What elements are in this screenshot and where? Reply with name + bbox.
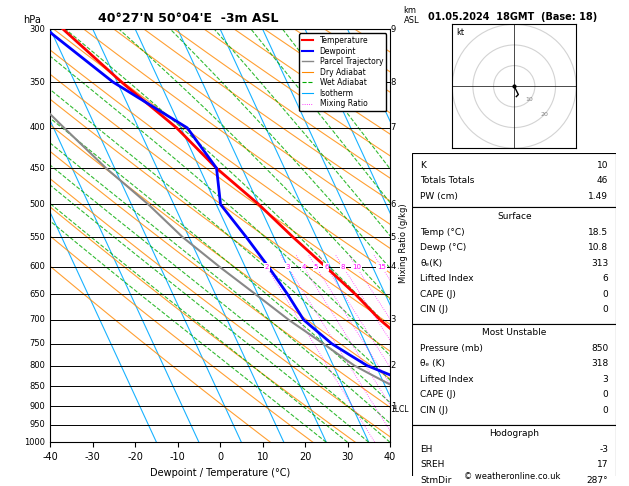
- Text: 5: 5: [391, 233, 396, 242]
- Text: 10: 10: [525, 97, 533, 102]
- Text: Dewp (°C): Dewp (°C): [420, 243, 467, 252]
- Text: 400: 400: [30, 123, 45, 132]
- Text: 600: 600: [30, 262, 45, 272]
- Bar: [412, 208, 616, 324]
- Text: 0: 0: [603, 406, 608, 415]
- Text: Lifted Index: Lifted Index: [420, 274, 474, 283]
- Text: 6: 6: [603, 274, 608, 283]
- Text: 450: 450: [30, 164, 45, 173]
- Text: hPa: hPa: [23, 15, 41, 25]
- Text: 0: 0: [603, 305, 608, 314]
- Text: 800: 800: [30, 361, 45, 370]
- Text: 1: 1: [391, 401, 396, 411]
- Text: CIN (J): CIN (J): [420, 305, 448, 314]
- Text: 850: 850: [30, 382, 45, 391]
- Text: 0: 0: [603, 290, 608, 298]
- Text: CIN (J): CIN (J): [420, 406, 448, 415]
- Text: 15: 15: [377, 264, 386, 270]
- Text: CAPE (J): CAPE (J): [420, 390, 456, 399]
- Text: Hodograph: Hodograph: [489, 429, 539, 438]
- Text: © weatheronline.co.uk: © weatheronline.co.uk: [464, 472, 561, 481]
- Text: 46: 46: [597, 176, 608, 185]
- Text: 850: 850: [591, 344, 608, 353]
- Text: 2: 2: [391, 361, 396, 370]
- Text: Totals Totals: Totals Totals: [420, 176, 474, 185]
- Text: 8: 8: [391, 78, 396, 87]
- Text: 01.05.2024  18GMT  (Base: 18): 01.05.2024 18GMT (Base: 18): [428, 12, 598, 22]
- Text: 313: 313: [591, 259, 608, 268]
- Text: kt: kt: [457, 28, 464, 36]
- Text: km
ASL: km ASL: [404, 6, 419, 25]
- Text: 40°27'N 50°04'E  -3m ASL: 40°27'N 50°04'E -3m ASL: [99, 12, 279, 25]
- Text: 8: 8: [341, 264, 345, 270]
- Text: 3: 3: [603, 375, 608, 384]
- Text: Mixing Ratio (g/kg): Mixing Ratio (g/kg): [399, 203, 408, 283]
- Text: 0: 0: [603, 390, 608, 399]
- Bar: [412, 324, 616, 425]
- Legend: Temperature, Dewpoint, Parcel Trajectory, Dry Adiabat, Wet Adiabat, Isotherm, Mi: Temperature, Dewpoint, Parcel Trajectory…: [299, 33, 386, 111]
- Text: 700: 700: [30, 315, 45, 324]
- Text: Pressure (mb): Pressure (mb): [420, 344, 483, 353]
- Text: 9: 9: [391, 25, 396, 34]
- Text: 6: 6: [391, 200, 396, 209]
- Bar: [412, 425, 616, 486]
- Text: 350: 350: [30, 78, 45, 87]
- Text: 287°: 287°: [587, 476, 608, 485]
- Text: Lifted Index: Lifted Index: [420, 375, 474, 384]
- Text: 6: 6: [324, 264, 329, 270]
- Text: 5: 5: [314, 264, 318, 270]
- Text: EH: EH: [420, 445, 433, 454]
- Text: PW (cm): PW (cm): [420, 192, 458, 201]
- Text: 1.49: 1.49: [588, 192, 608, 201]
- Text: θₑ(K): θₑ(K): [420, 259, 442, 268]
- Text: 2: 2: [264, 264, 269, 270]
- Text: 17: 17: [597, 460, 608, 469]
- Text: θₑ (K): θₑ (K): [420, 360, 445, 368]
- Text: 950: 950: [30, 420, 45, 429]
- Text: 750: 750: [30, 339, 45, 348]
- Text: Surface: Surface: [497, 212, 532, 221]
- Text: SREH: SREH: [420, 460, 445, 469]
- Text: 650: 650: [30, 290, 45, 299]
- X-axis label: Dewpoint / Temperature (°C): Dewpoint / Temperature (°C): [150, 468, 290, 478]
- Text: Temp (°C): Temp (°C): [420, 227, 465, 237]
- Text: 4: 4: [301, 264, 306, 270]
- Text: 7: 7: [391, 123, 396, 132]
- Text: 3: 3: [391, 315, 396, 324]
- Text: 18.5: 18.5: [588, 227, 608, 237]
- Text: 550: 550: [30, 233, 45, 242]
- Text: StmDir: StmDir: [420, 476, 452, 485]
- Text: CAPE (J): CAPE (J): [420, 290, 456, 298]
- Text: 300: 300: [30, 25, 45, 34]
- Bar: [412, 153, 616, 208]
- Text: 1000: 1000: [25, 438, 45, 447]
- Text: 10: 10: [597, 161, 608, 170]
- Text: 900: 900: [30, 401, 45, 411]
- Text: 1LCL: 1LCL: [391, 405, 409, 415]
- Text: 4: 4: [391, 262, 396, 272]
- Text: 318: 318: [591, 360, 608, 368]
- Text: 10: 10: [352, 264, 361, 270]
- Text: 3: 3: [286, 264, 290, 270]
- Text: Most Unstable: Most Unstable: [482, 329, 547, 337]
- Text: 500: 500: [30, 200, 45, 209]
- Text: -3: -3: [599, 445, 608, 454]
- Text: K: K: [420, 161, 426, 170]
- Text: 10.8: 10.8: [588, 243, 608, 252]
- Text: 20: 20: [540, 112, 548, 117]
